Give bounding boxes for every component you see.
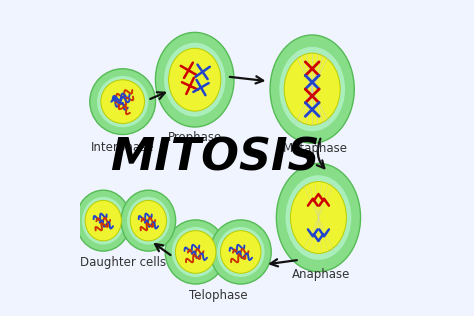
Text: Daughter cells: Daughter cells xyxy=(80,256,166,269)
Text: Telophase: Telophase xyxy=(189,289,247,302)
Ellipse shape xyxy=(285,175,351,260)
Ellipse shape xyxy=(270,35,354,143)
Text: Prophase: Prophase xyxy=(168,131,222,144)
Ellipse shape xyxy=(130,200,166,241)
Text: Anaphase: Anaphase xyxy=(292,268,351,281)
Text: Interphase: Interphase xyxy=(91,142,155,155)
Ellipse shape xyxy=(279,47,345,131)
Ellipse shape xyxy=(284,53,340,125)
Ellipse shape xyxy=(82,197,125,245)
Text: Metaphase: Metaphase xyxy=(283,142,348,155)
Ellipse shape xyxy=(121,190,176,251)
Ellipse shape xyxy=(97,76,148,127)
Ellipse shape xyxy=(76,190,130,251)
Ellipse shape xyxy=(169,48,221,111)
Ellipse shape xyxy=(101,80,145,124)
Ellipse shape xyxy=(220,231,261,273)
Ellipse shape xyxy=(217,227,264,277)
Ellipse shape xyxy=(90,69,155,135)
Ellipse shape xyxy=(175,231,216,273)
Ellipse shape xyxy=(164,43,226,117)
Ellipse shape xyxy=(172,227,219,277)
Ellipse shape xyxy=(291,182,346,253)
Ellipse shape xyxy=(85,200,121,241)
Ellipse shape xyxy=(127,197,170,245)
Ellipse shape xyxy=(210,220,271,284)
Ellipse shape xyxy=(165,220,226,284)
Text: MITOSIS: MITOSIS xyxy=(110,137,320,179)
Ellipse shape xyxy=(155,32,234,127)
Ellipse shape xyxy=(276,163,361,272)
